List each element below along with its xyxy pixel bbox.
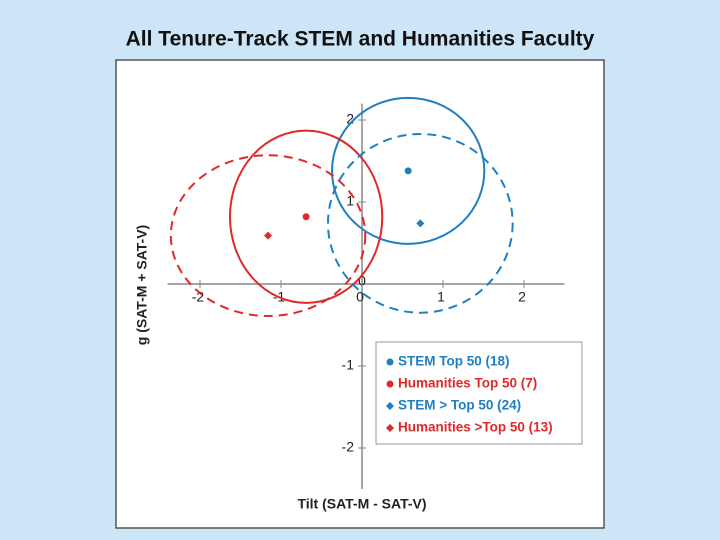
x-tick-label: -2 xyxy=(192,289,205,305)
point xyxy=(404,167,412,175)
legend-box xyxy=(375,341,583,445)
legend-label: STEM Top 50 (18) xyxy=(398,354,510,369)
spread-ellipse xyxy=(326,132,514,314)
legend-marker xyxy=(386,424,394,432)
x-tick-label: 0 xyxy=(356,289,364,305)
y-tick-label: 2 xyxy=(346,111,354,127)
spread-ellipse xyxy=(331,96,486,245)
legend-marker xyxy=(386,380,394,388)
y-tick-label: -1 xyxy=(342,357,355,373)
legend-label: Humanities >Top 50 (13) xyxy=(398,420,553,435)
spread-ellipse xyxy=(228,129,384,304)
x-tick-label: 2 xyxy=(518,289,526,305)
legend-marker xyxy=(386,402,394,410)
point xyxy=(416,219,425,228)
legend-marker xyxy=(386,358,394,366)
plot-frame xyxy=(115,59,605,529)
point xyxy=(264,231,273,240)
point xyxy=(302,213,310,221)
x-tick-label: 1 xyxy=(437,289,445,305)
y-tick-label: -2 xyxy=(342,439,355,455)
y-axis-label: g (SAT-M + SAT-V) xyxy=(134,225,150,345)
spread-ellipse xyxy=(169,154,367,317)
y-tick-label: 1 xyxy=(346,193,354,209)
x-axis-label: Tilt (SAT-M - SAT-V) xyxy=(297,496,426,512)
chart-title: All Tenure-Track STEM and Humanities Fac… xyxy=(126,28,595,51)
legend-label: STEM > Top 50 (24) xyxy=(398,398,521,413)
legend-label: Humanities Top 50 (7) xyxy=(398,376,537,391)
